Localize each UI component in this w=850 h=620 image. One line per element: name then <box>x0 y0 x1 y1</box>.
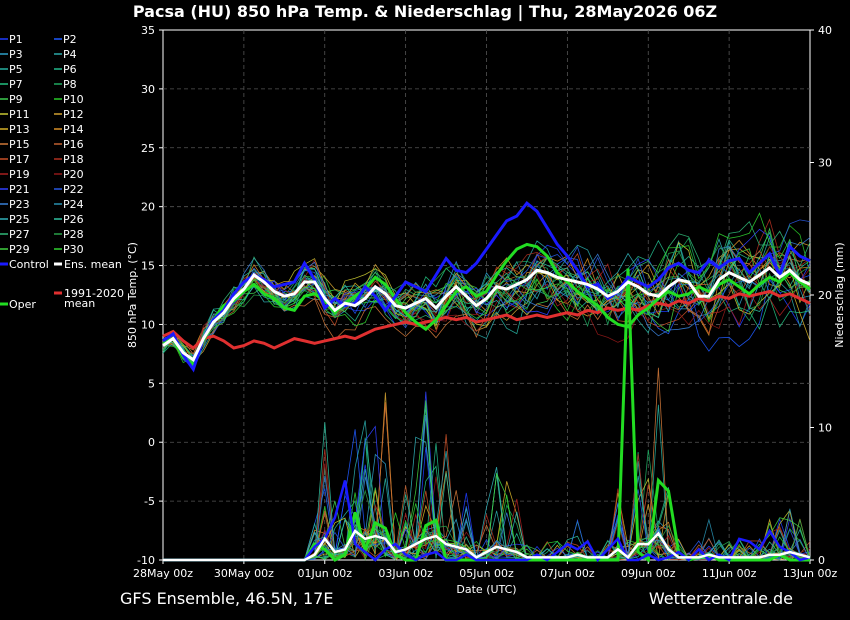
legend-label: 1991-2020 <box>64 287 124 300</box>
legend-label: P13 <box>9 123 30 136</box>
legend-label: P21 <box>9 183 30 196</box>
oper-temp-line <box>162 242 811 367</box>
legend-label: P5 <box>9 63 23 76</box>
legend-label: P27 <box>9 228 30 241</box>
member-temp-line <box>162 212 811 363</box>
x-tick-label: 05Jun 00z <box>459 567 514 580</box>
y-tick-label: 35 <box>141 24 155 37</box>
y2-tick-label: 20 <box>818 289 832 302</box>
y-tick-label: -5 <box>144 495 155 508</box>
member-temp-line <box>162 257 811 370</box>
legend-label: P19 <box>9 168 30 181</box>
legend-label: P20 <box>63 168 84 181</box>
legend-label: P3 <box>9 48 23 61</box>
legend-label: P16 <box>63 138 84 151</box>
legend-label: P9 <box>9 93 23 106</box>
y-tick-label: 10 <box>141 318 155 331</box>
member-temp-line <box>162 241 811 366</box>
legend-label: P8 <box>63 78 77 91</box>
legend-label: mean <box>64 297 95 310</box>
x-tick-label: 30May 00z <box>214 567 274 580</box>
legend-label: P26 <box>63 213 84 226</box>
x-tick-label: 09Jun 00z <box>621 567 676 580</box>
legend-label: P11 <box>9 108 30 121</box>
legend-label: P23 <box>9 198 30 211</box>
legend-label: P25 <box>9 213 30 226</box>
y-tick-label: 30 <box>141 83 155 96</box>
ens-mean-temp-line <box>162 265 811 363</box>
legend-label: P18 <box>63 153 84 166</box>
legend-label: P22 <box>63 183 84 196</box>
y2-tick-label: 30 <box>818 157 832 170</box>
legend-label: P2 <box>63 33 77 46</box>
legend-label: Oper <box>9 298 36 311</box>
ens-mean-precip-line <box>163 529 811 562</box>
y-tick-label: 25 <box>141 142 155 155</box>
legend-label: P28 <box>63 228 84 241</box>
y2-tick-label: 40 <box>818 24 832 37</box>
member-temp-line <box>162 252 811 354</box>
legend-label: P15 <box>9 138 30 151</box>
y-tick-label: 20 <box>141 201 155 214</box>
x-tick-label: 01Jun 00z <box>298 567 353 580</box>
member-temp-line <box>162 241 811 363</box>
legend-label: P1 <box>9 33 23 46</box>
y2-axis-label: Niederschlag (mm) <box>833 242 846 347</box>
legend-label: Control <box>9 258 49 271</box>
member-temp-line <box>162 237 811 364</box>
x-tick-label: 07Jun 00z <box>540 567 595 580</box>
y-axis-label: 850 hPa Temp. (°C) <box>126 242 139 348</box>
legend-label: Ens. mean <box>64 258 122 271</box>
legend-label: P6 <box>63 63 77 76</box>
y-tick-label: -10 <box>137 554 155 567</box>
member-temp-line <box>162 239 811 351</box>
chart-title: Pacsa (HU) 850 hPa Temp. & Niederschlag … <box>132 2 718 21</box>
y-tick-label: 5 <box>148 377 155 390</box>
legend-label: P10 <box>63 93 84 106</box>
legend-label: P17 <box>9 153 30 166</box>
x-tick-label: 28May 00z <box>133 567 193 580</box>
y2-tick-label: 10 <box>818 422 832 435</box>
climate-mean-line <box>162 289 811 350</box>
legend-label: P29 <box>9 243 30 256</box>
legend-label: P12 <box>63 108 84 121</box>
y-tick-label: 15 <box>141 260 155 273</box>
x-tick-label: 03Jun 00z <box>378 567 433 580</box>
legend-label: P7 <box>9 78 23 91</box>
y-tick-label: 0 <box>148 436 155 449</box>
y2-tick-label: 0 <box>818 554 825 567</box>
legend-label: P14 <box>63 123 84 136</box>
x-tick-label: 13Jun 00z <box>783 567 838 580</box>
x-axis-label: Date (UTC) <box>456 583 516 596</box>
x-tick-label: 11Jun 00z <box>702 567 757 580</box>
legend-label: P30 <box>63 243 84 256</box>
site-credit: Wetterzentrale.de <box>648 589 793 608</box>
model-info: GFS Ensemble, 46.5N, 17E <box>120 589 334 608</box>
control-temp-line <box>162 200 811 373</box>
legend-label: P24 <box>63 198 84 211</box>
legend-label: P4 <box>63 48 77 61</box>
